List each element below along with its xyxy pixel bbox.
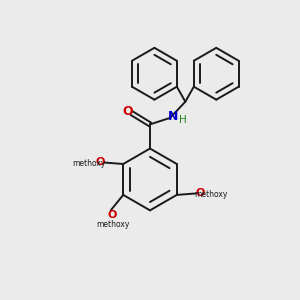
Text: O: O (108, 210, 117, 220)
Text: methoxy: methoxy (96, 220, 129, 229)
Text: O: O (195, 188, 204, 198)
Text: N: N (168, 110, 179, 123)
Text: O: O (96, 157, 105, 167)
Text: methoxy: methoxy (194, 190, 228, 199)
Text: O: O (122, 105, 133, 118)
Text: methoxy: methoxy (72, 159, 106, 168)
Text: H: H (178, 115, 186, 125)
